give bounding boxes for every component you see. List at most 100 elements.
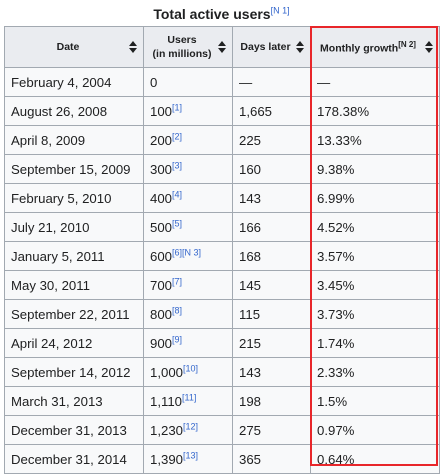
header-days-later[interactable]: Days later	[232, 26, 311, 68]
sort-icon[interactable]	[218, 41, 226, 53]
cell-days-later: 1,665	[232, 96, 311, 126]
table-row: December 31, 2014 1,390[13] 365 0.64%	[4, 444, 440, 474]
cell-date: August 26, 2008	[4, 96, 144, 126]
cell-days-later: 160	[232, 154, 311, 184]
cell-date: December 31, 2013	[4, 415, 144, 445]
reference-link[interactable]: [10]	[183, 363, 199, 374]
cell-days-later: 275	[232, 415, 311, 445]
cell-monthly-growth: 1.5%	[310, 386, 440, 416]
cell-users: 100[1]	[143, 96, 233, 126]
table-body: February 4, 2004 0— — August 26, 2008 100[1]…	[4, 67, 440, 474]
cell-date: February 4, 2004	[4, 67, 144, 97]
table-row: January 5, 2011 600[6][N 3] 168 3.57%	[4, 241, 440, 271]
header-note-link[interactable]: [N 2]	[398, 40, 416, 50]
cell-days-later: 215	[232, 328, 311, 358]
reference-link[interactable]: [6][N 3]	[172, 247, 202, 258]
cell-date: April 24, 2012	[4, 328, 144, 358]
cell-monthly-growth: 3.57%	[310, 241, 440, 271]
cell-days-later: 115	[232, 299, 311, 329]
cell-date: September 15, 2009	[4, 154, 144, 184]
table-row: May 30, 2011 700[7] 145 3.45%	[4, 270, 440, 300]
users-value: 1,000	[150, 364, 184, 380]
table-row: July 21, 2010 500[5] 166 4.52%	[4, 212, 440, 242]
cell-days-later: 168	[232, 241, 311, 271]
users-value: 1,230	[150, 422, 184, 438]
users-value: 500	[150, 219, 173, 235]
reference-link[interactable]: [7]	[172, 276, 183, 287]
cell-days-later: 365	[232, 444, 311, 474]
cell-users: 1,000[10]	[143, 357, 233, 387]
cell-date: March 31, 2013	[4, 386, 144, 416]
users-value: 1,390	[150, 451, 184, 467]
table-row: August 26, 2008 100[1] 1,665 178.38%	[4, 96, 440, 126]
sort-icon[interactable]	[296, 41, 304, 53]
reference-link[interactable]: [5]	[172, 218, 183, 229]
cell-date: May 30, 2011	[4, 270, 144, 300]
cell-users: 600[6][N 3]	[143, 241, 233, 271]
sort-icon[interactable]	[425, 41, 433, 53]
users-value: 900	[150, 335, 173, 351]
table-row: March 31, 2013 1,110[11] 198 1.5%	[4, 386, 440, 416]
active-users-table: Date Users (in millions) Days later Month…	[4, 26, 440, 474]
cell-monthly-growth: 3.45%	[310, 270, 440, 300]
cell-days-later: —	[232, 67, 311, 97]
cell-users: 300[3]	[143, 154, 233, 184]
cell-days-later: 225	[232, 125, 311, 155]
table-row: April 24, 2012 900[9] 215 1.74%	[4, 328, 440, 358]
cell-monthly-growth: 0.97%	[310, 415, 440, 445]
reference-link[interactable]: [13]	[183, 450, 199, 461]
table-row: September 14, 2012 1,000[10] 143 2.33%	[4, 357, 440, 387]
users-value: 600	[150, 248, 173, 264]
table-row: December 31, 2013 1,230[12] 275 0.97%	[4, 415, 440, 445]
cell-monthly-growth: 4.52%	[310, 212, 440, 242]
cell-date: December 31, 2014	[4, 444, 144, 474]
users-value: 1,110	[150, 393, 183, 409]
cell-users: 700[7]	[143, 270, 233, 300]
users-value: 400	[150, 190, 173, 206]
cell-date: February 5, 2010	[4, 183, 144, 213]
users-value: 800	[150, 306, 173, 322]
users-value: 0	[150, 74, 158, 90]
cell-users: 1,390[13]	[143, 444, 233, 474]
cell-days-later: 166	[232, 212, 311, 242]
users-value: 100	[150, 103, 173, 119]
table-row: September 15, 2009 300[3] 160 9.38%	[4, 154, 440, 184]
cell-users: 400[4]	[143, 183, 233, 213]
cell-monthly-growth: 3.73%	[310, 299, 440, 329]
header-users[interactable]: Users (in millions)	[143, 26, 233, 68]
cell-date: September 14, 2012	[4, 357, 144, 387]
cell-days-later: 198	[232, 386, 311, 416]
reference-link[interactable]: [11]	[182, 392, 197, 403]
caption-note-link[interactable]: [N 1]	[270, 5, 290, 16]
reference-link[interactable]: [1]	[172, 102, 183, 113]
cell-monthly-growth: 0.64%	[310, 444, 440, 474]
users-value: 300	[150, 161, 173, 177]
sort-icon[interactable]	[129, 41, 137, 53]
reference-link[interactable]: [9]	[172, 334, 183, 345]
table-row: April 8, 2009 200[2] 225 13.33%	[4, 125, 440, 155]
cell-date: April 8, 2009	[4, 125, 144, 155]
cell-users: 900[9]	[143, 328, 233, 358]
cell-monthly-growth: 9.38%	[310, 154, 440, 184]
reference-link[interactable]: [2]	[172, 131, 183, 142]
caption-title: Total active users	[153, 6, 271, 22]
cell-monthly-growth: 1.74%	[310, 328, 440, 358]
reference-link[interactable]: [12]	[183, 421, 199, 432]
cell-date: January 5, 2011	[4, 241, 144, 271]
cell-days-later: 145	[232, 270, 311, 300]
table-row: February 4, 2004 0 — —	[4, 67, 440, 97]
cell-users: 200[2]	[143, 125, 233, 155]
header-monthly-growth[interactable]: Monthly growth[N 2]	[310, 26, 440, 68]
cell-days-later: 143	[232, 357, 311, 387]
header-date[interactable]: Date	[4, 26, 144, 68]
reference-link[interactable]: [8]	[172, 305, 183, 316]
table-caption: Total active users[N 1]	[0, 0, 443, 22]
cell-users: 0	[143, 67, 233, 97]
cell-date: July 21, 2010	[4, 212, 144, 242]
reference-link[interactable]: [3]	[172, 160, 183, 171]
table-row: September 22, 2011 800[8] 115 3.73%	[4, 299, 440, 329]
cell-days-later: 143	[232, 183, 311, 213]
reference-link[interactable]: [4]	[172, 189, 183, 200]
cell-users: 1,230[12]	[143, 415, 233, 445]
